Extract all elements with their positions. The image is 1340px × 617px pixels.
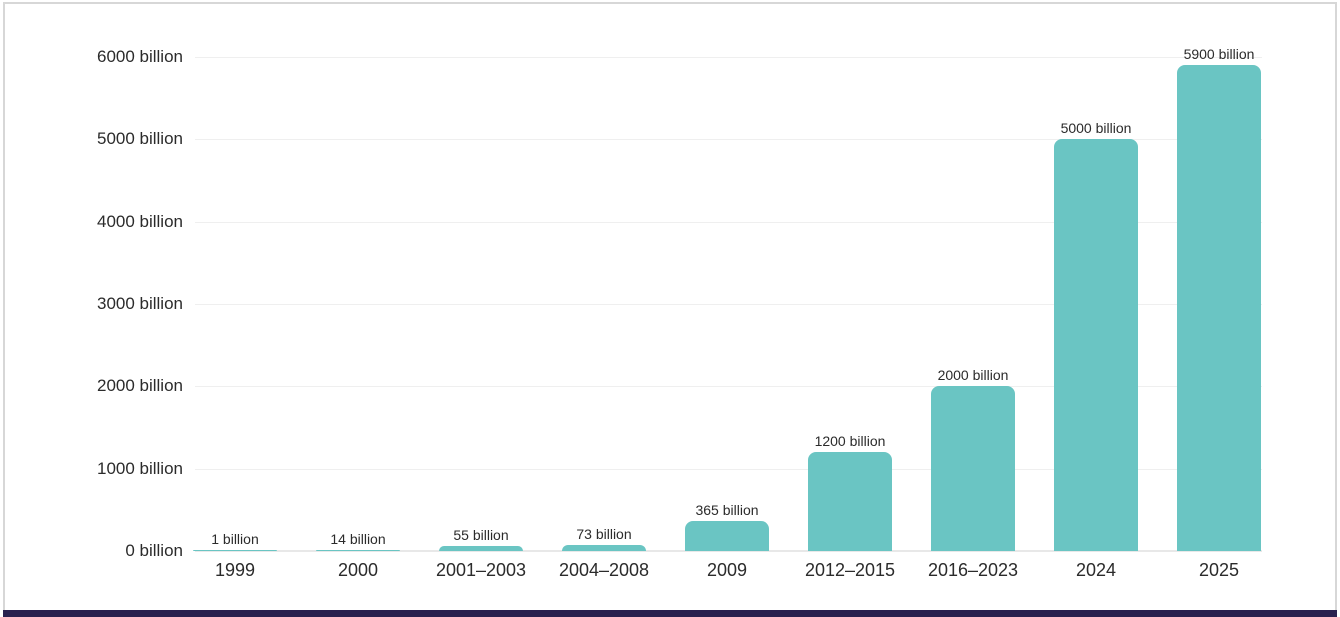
x-axis-label: 2012–2015 [804,560,896,580]
x-axis-label: 2024 [1075,560,1117,580]
x-axis-label: 2009 [706,560,748,580]
x-axis-label: 2000 [337,560,379,580]
bar [562,544,646,551]
bar [808,452,892,551]
gridline [195,304,1262,305]
bar-value-label: 55 billion [453,527,509,544]
x-axis-label: 2016–2023 [927,560,1019,580]
gridline [195,221,1262,223]
bar-value-label: 5900 billion [1183,46,1255,63]
bottom-accent-bar [3,610,1337,617]
y-axis-label: 4000 billion [96,211,183,231]
bar [685,520,769,551]
bar-value-label: 1 billion [211,531,259,547]
y-axis-label: 2000 billion [96,376,183,396]
y-axis-label: 3000 billion [96,294,183,313]
x-axis-label: 1999 [214,560,256,580]
x-axis-label: 2001–2003 [435,560,527,580]
gridline [195,139,1262,141]
bar [931,386,1015,551]
x-axis-label: 2025 [1198,560,1240,580]
bar [316,549,400,551]
y-axis-label: 1000 billion [96,458,183,478]
y-axis-label: 6000 billion [96,47,183,66]
bar-value-label: 73 billion [576,525,632,542]
bar-value-label: 14 billion [330,530,386,547]
x-axis-label: 2004–2008 [558,560,650,580]
bar-value-label: 5000 billion [1060,120,1132,137]
gridline [195,386,1262,388]
bar [1177,65,1261,551]
y-axis-label: 5000 billion [96,129,183,149]
bar-value-label: 365 billion [695,501,759,518]
y-axis-label: 0 billion [125,541,183,560]
bar-value-label: 1200 billion [814,433,886,450]
gridline [195,468,1262,470]
bar [439,546,523,551]
bar-value-label: 2000 billion [937,367,1009,384]
bar [193,550,277,551]
bar [1054,139,1138,551]
x-axis-baseline [195,550,1262,552]
gridline [195,57,1262,58]
